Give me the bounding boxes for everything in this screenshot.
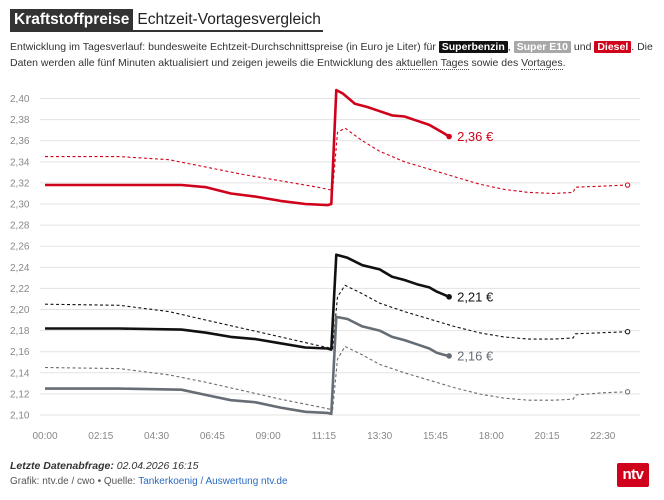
line-chart: 2,10 2,12 2,14 2,16 2,18 2,20 2,22 2,24 2,26 2,28… [10, 88, 640, 442]
series-line-e10-today [45, 315, 450, 416]
ntv-logo: ntv [617, 463, 649, 487]
y-tick-label: 2,28 [10, 221, 30, 232]
x-tick-label: 22:30 [590, 431, 615, 442]
x-tick-label: 02:15 [88, 431, 113, 442]
series-end-point-superbenzin [446, 294, 452, 300]
series-end-point-e10 [446, 353, 452, 359]
series-line-diesel-yesterday [45, 127, 628, 195]
y-tick-label: 2,32 [10, 178, 30, 189]
last-update: Letzte Datenabfrage: 02.04.2026 16:15 [10, 460, 199, 472]
x-tick-label: 20:15 [535, 431, 560, 442]
x-axis-ticks: 00:00 02:15 04:30 06:45 09:00 11:15 13:30 15:45… [32, 431, 615, 442]
series-end-label-superbenzin: 2,21 € [457, 289, 494, 304]
series-lines [44, 88, 631, 416]
y-tick-label: 2,38 [10, 115, 30, 126]
link-yesterday[interactable]: Vortages [521, 57, 563, 70]
legend-tag-diesel: Diesel [594, 41, 632, 53]
series-end-point-diesel [446, 133, 452, 140]
credits: Grafik: ntv.de / cwo • Quelle: Tankerkoe… [10, 476, 288, 487]
x-tick-label: 15:45 [423, 431, 448, 442]
intro-text-2: . Die Daten werden alle fünf Minuten akt… [10, 41, 653, 69]
x-tick-label: 13:30 [367, 431, 392, 442]
x-tick-label: 04:30 [144, 431, 169, 442]
y-tick-label: 2,36 [10, 136, 30, 147]
title-main: Kraftstoffpreise [10, 9, 134, 30]
series-end-label-diesel: 2,36 € [457, 129, 494, 144]
y-tick-label: 2,10 [10, 411, 30, 422]
y-tick-label: 2,12 [10, 389, 30, 400]
y-tick-label: 2,30 [10, 200, 30, 211]
series-line-diesel-today [45, 88, 450, 207]
series-line-e10-yesterday [44, 345, 628, 411]
series-end-labels: 2,36 € 2,21 € 2,16 € [457, 129, 494, 363]
last-update-label: Letzte Datenabfrage: [10, 460, 114, 472]
source-link[interactable]: Tankerkoenig / Auswertung ntv.de [138, 476, 288, 487]
credits-text: Grafik: ntv.de / cwo • Quelle: [10, 476, 139, 487]
grid-lines [40, 98, 640, 416]
series-end-point-superbenzin-yesterday [624, 328, 631, 335]
y-tick-label: 2,16 [10, 347, 30, 358]
intro-text: Entwicklung im Tagesverlauf: bundesweite… [10, 39, 655, 71]
intro-text-1: Entwicklung im Tagesverlauf: bundesweite… [10, 41, 439, 53]
intro-sep-1: , [507, 41, 514, 53]
legend-tag-e10: Super E10 [513, 41, 571, 53]
intro-text-3: sowie des [468, 57, 522, 69]
series-line-superbenzin-yesterday [44, 284, 628, 350]
last-update-value: 02.04.2026 16:15 [113, 460, 199, 472]
y-tick-label: 2,40 [10, 94, 30, 105]
x-tick-label: 00:00 [32, 431, 57, 442]
legend-tag-superbenzin: Superbenzin [438, 41, 508, 53]
y-tick-label: 2,24 [10, 263, 30, 274]
link-today[interactable]: aktuellen Tages [395, 57, 469, 70]
y-axis-ticks: 2,10 2,12 2,14 2,16 2,18 2,20 2,22 2,24 2,26 2,28… [10, 94, 30, 421]
series-end-point-e10-yesterday [624, 389, 631, 395]
chart-title: Kraftstoffpreise Echtzeit-Vortagesverglei… [10, 9, 323, 32]
series-end-point-diesel-yesterday [624, 182, 631, 188]
y-tick-label: 2,34 [10, 157, 30, 168]
series-end-label-e10: 2,16 € [457, 348, 494, 363]
intro-sep-2: und [570, 41, 595, 53]
y-tick-label: 2,26 [10, 242, 30, 253]
title-sub: Echtzeit-Vortagesvergleich [137, 11, 321, 28]
y-tick-label: 2,14 [10, 368, 30, 379]
x-tick-label: 11:15 [312, 431, 337, 442]
y-tick-label: 2,18 [10, 326, 30, 337]
x-tick-label: 09:00 [256, 431, 281, 442]
x-tick-label: 18:00 [479, 431, 504, 442]
y-tick-label: 2,20 [10, 305, 30, 316]
x-tick-label: 06:45 [200, 431, 225, 442]
y-tick-label: 2,22 [10, 284, 30, 295]
intro-text-4: . [562, 57, 566, 69]
series-line-superbenzin-today [45, 253, 450, 351]
